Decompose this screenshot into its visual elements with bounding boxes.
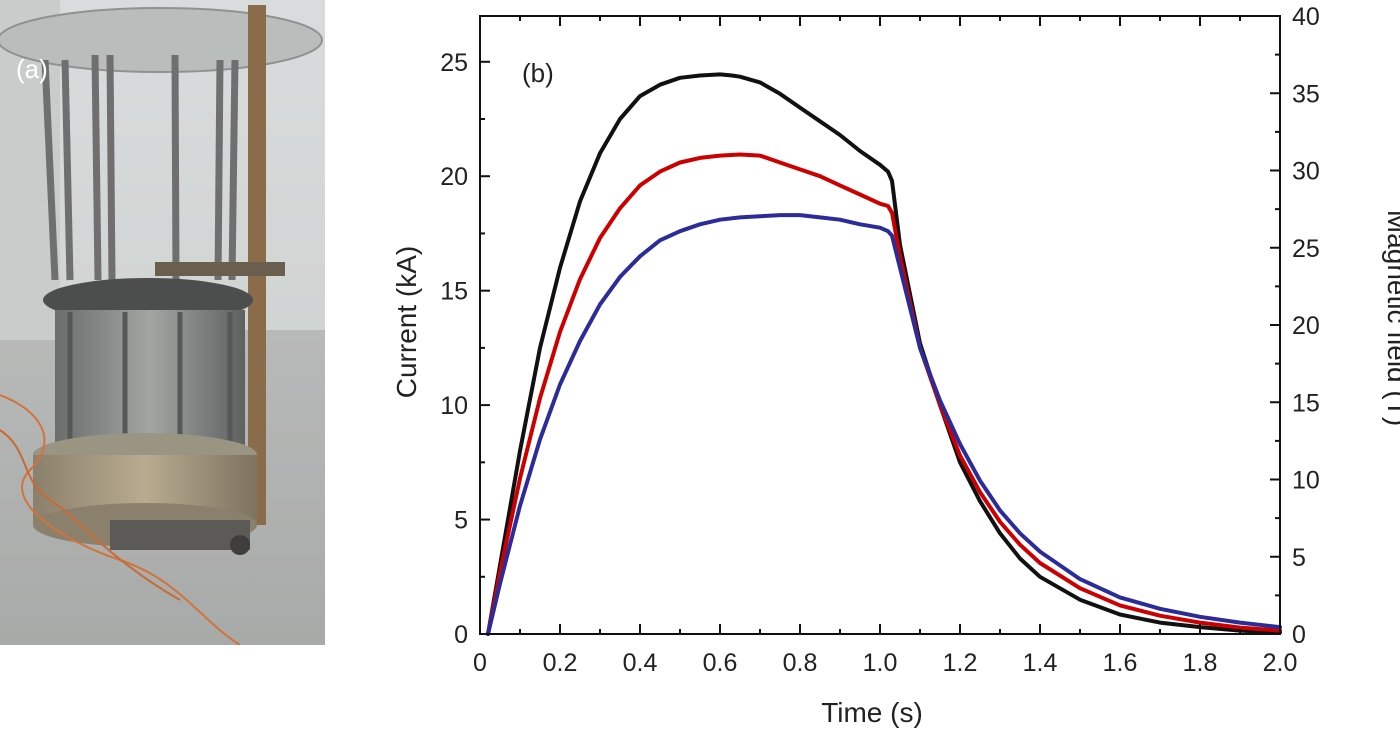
y-right-tick-label: 40 [1292,3,1320,31]
y-left-tick-label: 25 [440,49,468,77]
x-tick-label: 1.0 [863,649,898,677]
panel-label-b: (b) [522,58,554,88]
y-left-tick-label: 20 [440,163,468,191]
series-line-red [486,152,1282,636]
x-tick-label: 1.4 [1023,649,1058,677]
y-left-tick-label: 5 [454,507,468,535]
x-tick-label: 1.8 [1183,649,1218,677]
x-tick-label: 1.6 [1103,649,1138,677]
ticks-layer: 0 0.2 0.4 0.6 0.8 1.0 1.2 1.4 1.6 1.8 2.0051015202… [440,3,1320,677]
x-tick-label: 0.6 [703,649,738,677]
y-right-tick-label: 30 [1292,158,1320,186]
x-tick-label: 2.0 [1263,649,1298,677]
y-left-tick-label: 15 [440,278,468,306]
series-line-black [486,72,1282,636]
y-right-tick-label: 5 [1292,544,1306,572]
x-tick-label: 0.8 [783,649,818,677]
y-right-tick-label: 35 [1292,80,1320,108]
series-layer [486,72,1282,636]
y-right-tick-label: 20 [1292,312,1320,340]
x-axis-title: Time (s) [821,697,923,728]
y-axis-right-title: Magnetic field (T) [1382,210,1400,426]
x-tick-label: 0.2 [543,649,578,677]
x-tick-label: 0.4 [623,649,658,677]
panel-label-a: (a) [16,54,48,84]
y-left-tick-label: 0 [454,621,468,649]
y-axis-left-title: Current (kA) [391,246,422,398]
series-line-blue [486,213,1282,636]
plot-frame [479,15,1281,635]
y-left-tick-label: 10 [440,392,468,420]
x-tick-label: 0 [473,649,487,677]
y-right-tick-label: 15 [1292,389,1320,417]
axes-layer [479,15,1281,635]
y-right-tick-label: 0 [1292,621,1306,649]
y-right-tick-label: 10 [1292,467,1320,495]
x-tick-label: 1.2 [943,649,978,677]
y-right-tick-label: 25 [1292,235,1320,263]
magnet-photo: (a) [0,0,325,645]
